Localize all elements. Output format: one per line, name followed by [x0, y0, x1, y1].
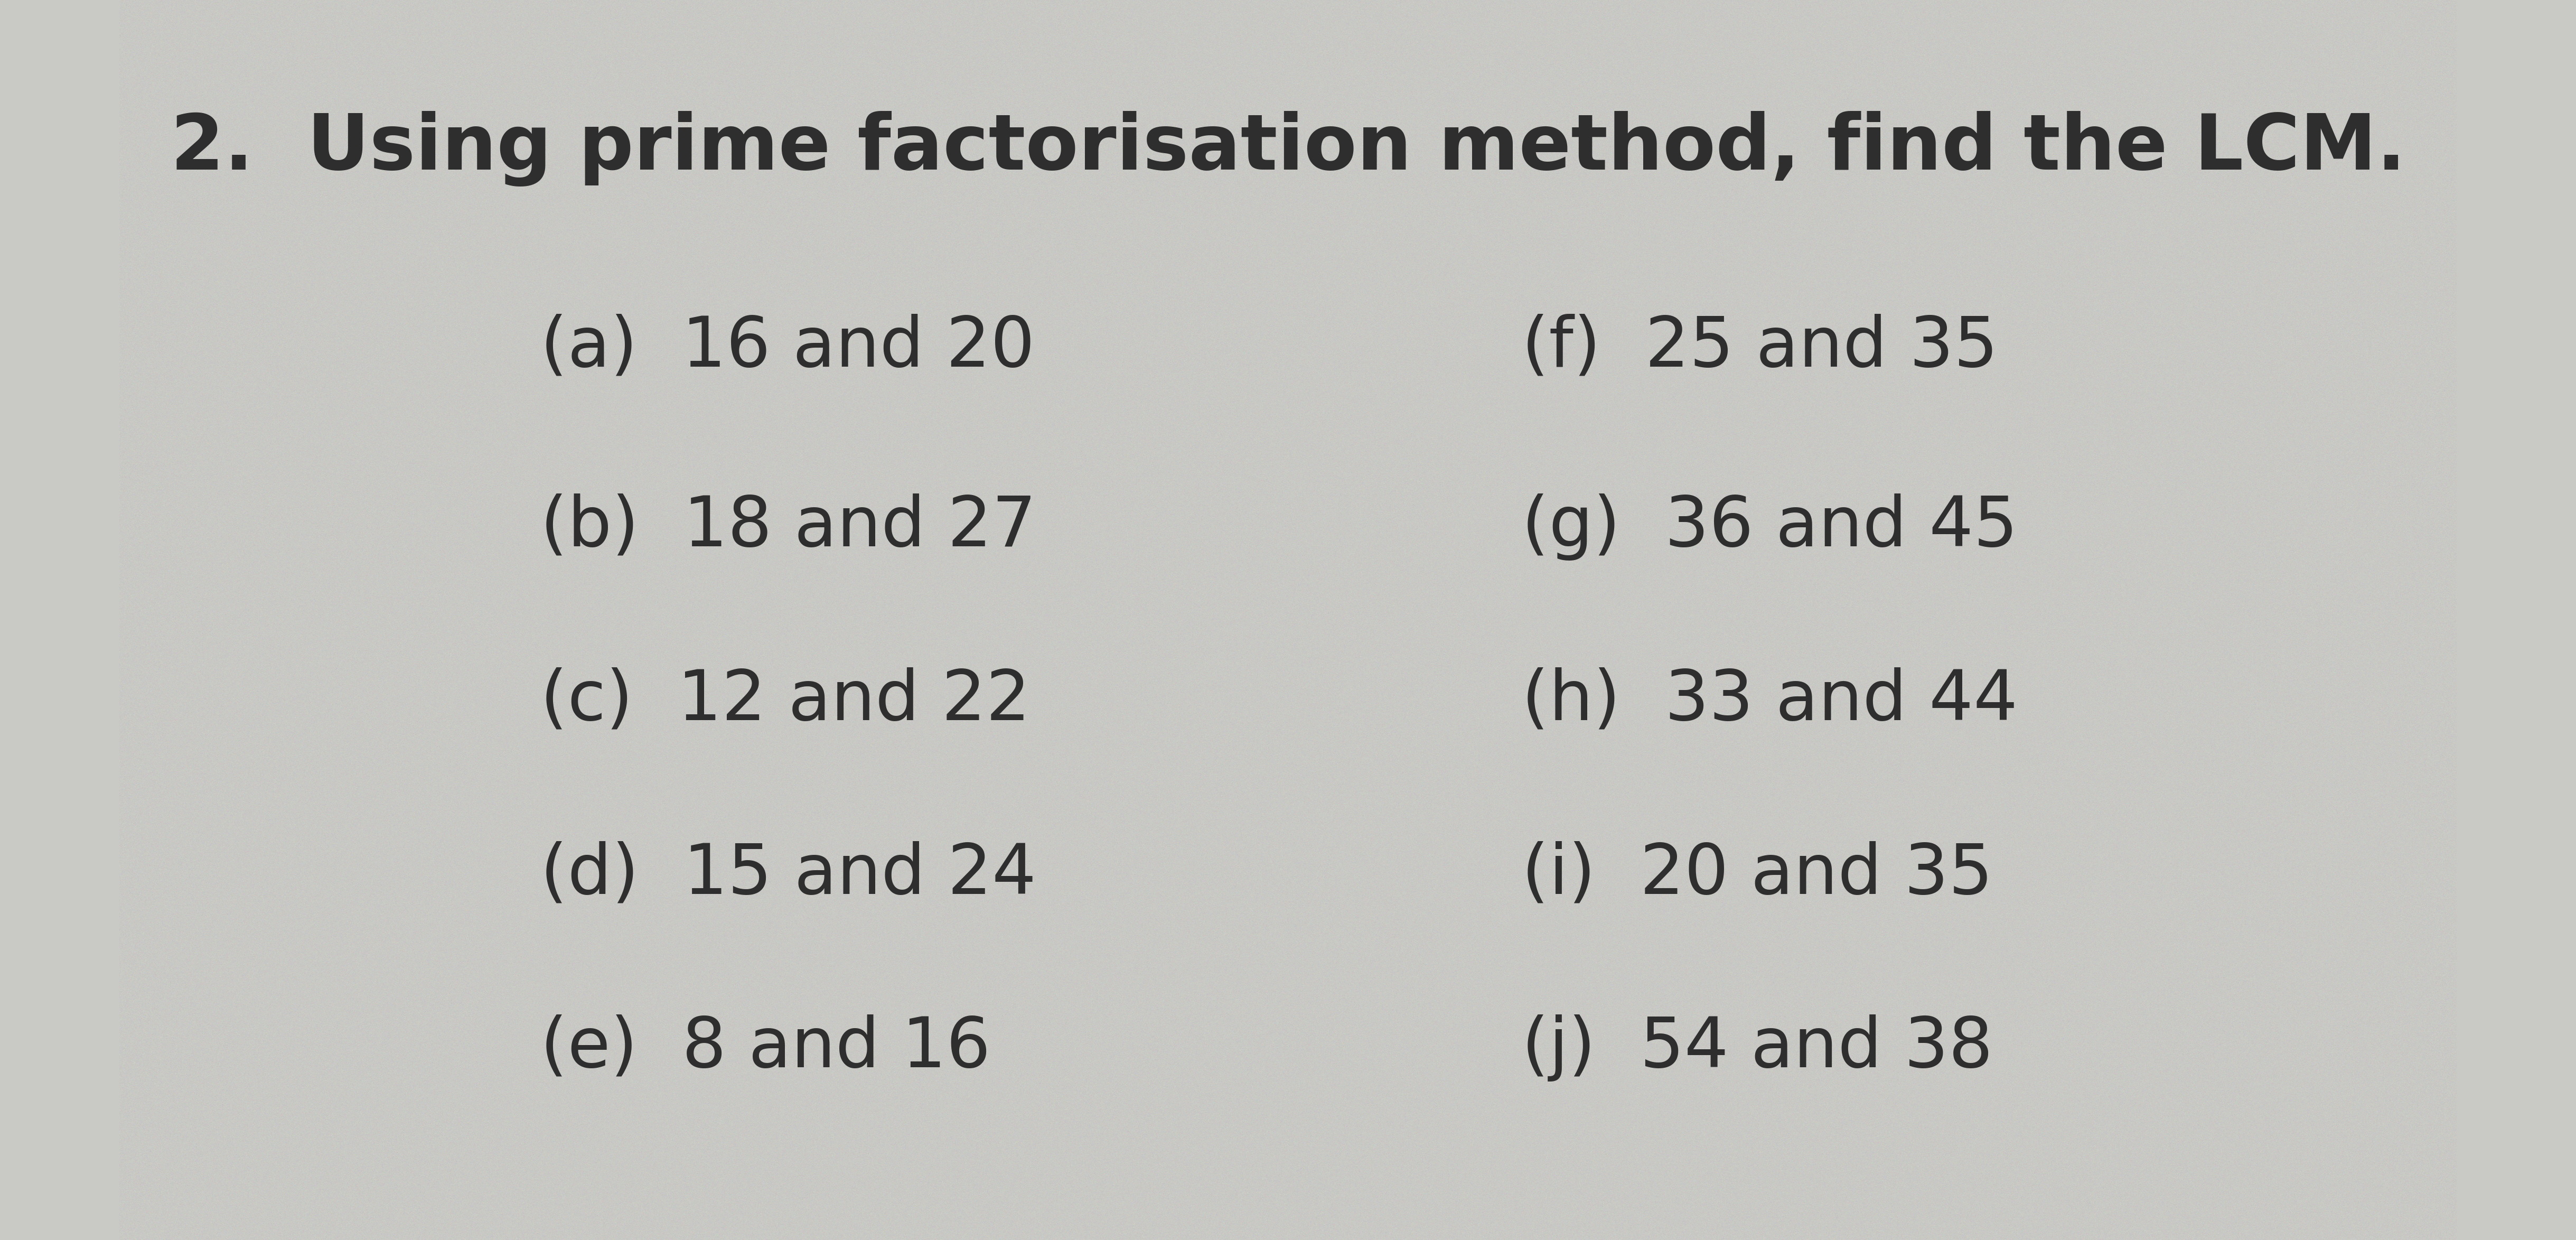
Text: (c)  12 and 22: (c) 12 and 22 [541, 667, 1030, 734]
Text: (b)  18 and 27: (b) 18 and 27 [541, 494, 1036, 560]
Text: (a)  16 and 20: (a) 16 and 20 [541, 314, 1036, 381]
Text: (d)  15 and 24: (d) 15 and 24 [541, 841, 1036, 908]
Text: (g)  36 and 45: (g) 36 and 45 [1522, 494, 2017, 560]
Text: (j)  54 and 38: (j) 54 and 38 [1522, 1014, 1994, 1081]
Text: (h)  33 and 44: (h) 33 and 44 [1522, 667, 2017, 734]
Text: (i)  20 and 35: (i) 20 and 35 [1522, 841, 1994, 908]
Text: (f)  25 and 35: (f) 25 and 35 [1522, 314, 1999, 381]
Text: (e)  8 and 16: (e) 8 and 16 [541, 1014, 989, 1081]
Text: 2.  Using prime factorisation method, find the LCM.: 2. Using prime factorisation method, fin… [170, 112, 2406, 186]
